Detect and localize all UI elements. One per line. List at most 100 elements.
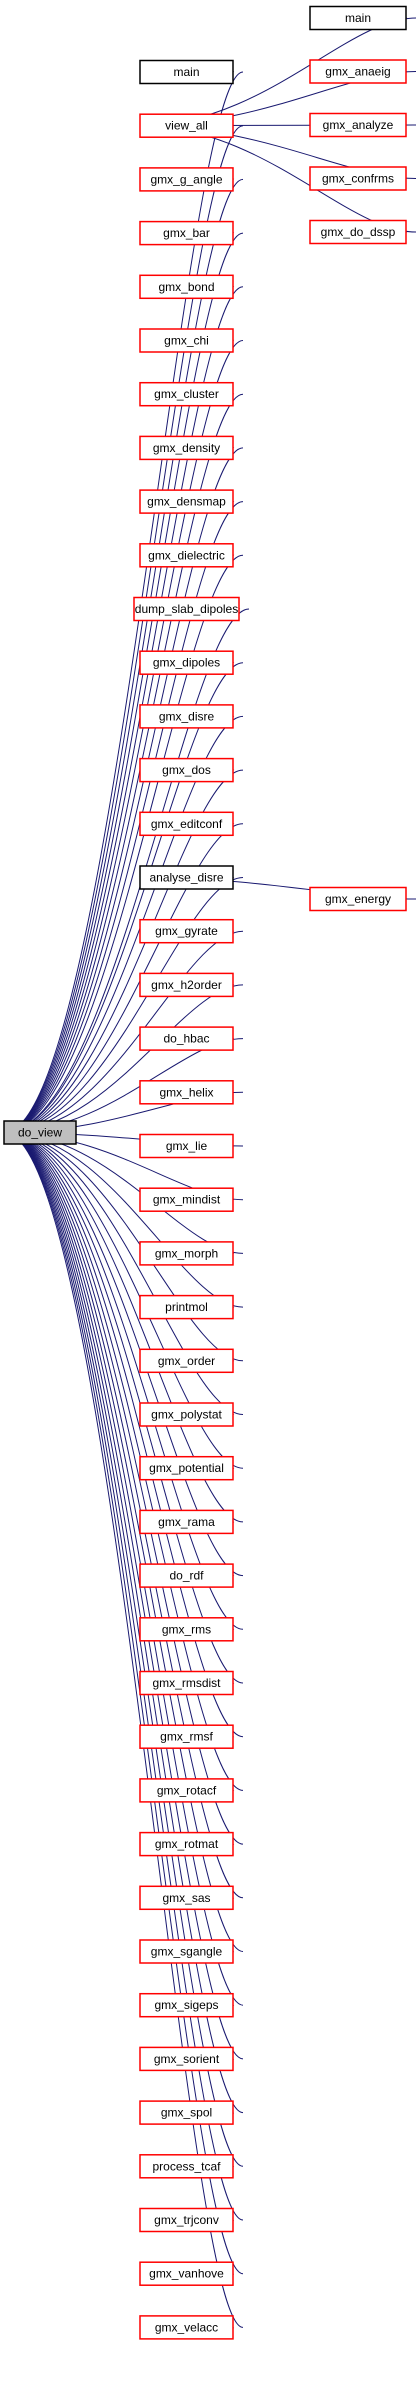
node-box	[139, 2100, 234, 2125]
node-gmx-bar[interactable]: gmx_bar	[139, 220, 234, 246]
node-label: gmx_analyze	[323, 118, 394, 132]
node-gmx-lie[interactable]: gmx_lie	[139, 1133, 234, 1159]
node-box	[3, 1120, 77, 1145]
node-box	[309, 112, 407, 138]
node-gmx-chi[interactable]: gmx_chi	[139, 328, 234, 353]
node-gmx-rmsdist[interactable]: gmx_rmsdist	[139, 1670, 234, 1696]
node-label: dump_slab_dipoles	[135, 602, 238, 616]
node-do-rdf[interactable]: do_rdf	[139, 1563, 234, 1588]
node-label: gmx_rms	[162, 1622, 211, 1636]
node-gmx-velacc[interactable]: gmx_velacc	[139, 2315, 234, 2340]
node-gmx-potential[interactable]: gmx_potential	[139, 1455, 234, 1481]
node-label: gmx_gyrate	[155, 924, 218, 938]
node-do-hbac[interactable]: do_hbac	[139, 1026, 234, 1051]
node-label: gmx_bar	[163, 226, 210, 240]
node-box	[139, 2207, 234, 2233]
node-gmx-dipoles[interactable]: gmx_dipoles	[139, 650, 234, 675]
node-dump-slab-dipoles[interactable]: dump_slab_dipoles	[133, 596, 240, 622]
node-label: gmx_dipoles	[153, 656, 220, 670]
node-gmx-cluster[interactable]: gmx_cluster	[139, 381, 234, 407]
node-label: gmx_rama	[158, 1515, 215, 1529]
node-gmx-disre[interactable]: gmx_disre	[139, 704, 234, 729]
node-label: gmx_rotmat	[155, 1837, 219, 1851]
node-label: gmx_cluster	[154, 387, 219, 401]
node-box	[139, 1348, 234, 1374]
node-main-2[interactable]: main	[309, 5, 407, 31]
node-label: gmx_helix	[159, 1085, 213, 1099]
node-box	[309, 886, 407, 912]
node-gmx-mindist[interactable]: gmx_mindist	[139, 1187, 234, 1212]
node-label: gmx_confrms	[322, 172, 394, 186]
node-box	[139, 1670, 234, 1696]
edges-layer	[3, 13, 416, 2329]
node-box	[139, 811, 234, 837]
node-label: gmx_disre	[159, 709, 215, 723]
node-gmx-rama[interactable]: gmx_rama	[139, 1509, 234, 1535]
node-gmx-h2order[interactable]: gmx_h2order	[139, 972, 234, 998]
node-gmx-do-dssp[interactable]: gmx_do_dssp	[309, 219, 407, 245]
node-gmx-densmap[interactable]: gmx_densmap	[139, 489, 234, 514]
node-box	[309, 219, 407, 245]
node-view-all[interactable]: view_all	[139, 113, 234, 138]
node-gmx-helix[interactable]: gmx_helix	[139, 1080, 234, 1105]
node-label: do_hbac	[163, 1032, 209, 1046]
node-label: analyse_disre	[149, 871, 223, 885]
node-box	[139, 1992, 234, 2018]
node-box	[139, 2046, 234, 2072]
node-gmx-confrms[interactable]: gmx_confrms	[309, 166, 407, 191]
node-analyse-disre[interactable]: analyse_disre	[139, 865, 234, 890]
node-box	[139, 328, 234, 353]
node-box	[139, 1294, 234, 1320]
node-gmx-vanhove[interactable]: gmx_vanhove	[139, 2261, 234, 2286]
node-label: gmx_rotacf	[157, 1783, 217, 1797]
node-gmx-dielectric[interactable]: gmx_dielectric	[139, 543, 234, 568]
node-process-tcaf[interactable]: process_tcaf	[139, 2154, 234, 2179]
node-box	[139, 1080, 234, 1105]
node-box	[309, 5, 407, 31]
node-gmx-gyrate[interactable]: gmx_gyrate	[139, 918, 234, 944]
node-gmx-density[interactable]: gmx_density	[139, 435, 234, 461]
node-gmx-rotacf[interactable]: gmx_rotacf	[139, 1778, 234, 1803]
node-label: gmx_rmsdist	[152, 1676, 221, 1690]
node-box	[139, 543, 234, 568]
node-gmx-sas[interactable]: gmx_sas	[139, 1885, 234, 1911]
node-gmx-rms[interactable]: gmx_rms	[139, 1617, 234, 1642]
node-do-view[interactable]: do_view	[3, 1120, 77, 1145]
node-gmx-polystat[interactable]: gmx_polystat	[139, 1402, 234, 1427]
node-label: gmx_energy	[325, 892, 391, 906]
node-gmx-rotmat[interactable]: gmx_rotmat	[139, 1831, 234, 1857]
node-gmx-energy[interactable]: gmx_energy	[309, 886, 407, 912]
node-label: gmx_editconf	[151, 817, 223, 831]
node-main-1[interactable]: main	[139, 59, 234, 85]
node-label: gmx_dielectric	[148, 548, 225, 562]
gmx-density-edge	[3, 447, 244, 1133]
node-printmol[interactable]: printmol	[139, 1294, 234, 1320]
node-gmx-trjconv[interactable]: gmx_trjconv	[139, 2207, 234, 2233]
node-label: gmx_sigeps	[154, 1998, 218, 2012]
node-gmx-dos[interactable]: gmx_dos	[139, 757, 234, 783]
node-gmx-analyze[interactable]: gmx_analyze	[309, 112, 407, 138]
node-gmx-spol[interactable]: gmx_spol	[139, 2100, 234, 2125]
node-box	[139, 757, 234, 783]
node-box	[139, 113, 234, 138]
node-box	[139, 972, 234, 998]
node-gmx-g-angle[interactable]: gmx_g_angle	[139, 167, 234, 192]
node-gmx-sgangle[interactable]: gmx_sgangle	[139, 1939, 234, 1964]
node-gmx-morph[interactable]: gmx_morph	[139, 1241, 234, 1266]
node-box	[139, 59, 234, 85]
node-box	[139, 650, 234, 675]
node-label: gmx_velacc	[155, 2320, 218, 2334]
node-label: gmx_density	[153, 441, 220, 455]
node-box	[139, 220, 234, 246]
analyse-disre-edge	[3, 877, 244, 1133]
gmx-polystat-edge	[3, 1132, 244, 1415]
node-label: gmx_g_angle	[150, 172, 222, 186]
node-box	[139, 704, 234, 729]
node-gmx-sigeps[interactable]: gmx_sigeps	[139, 1992, 234, 2018]
node-gmx-bond[interactable]: gmx_bond	[139, 274, 234, 300]
node-gmx-order[interactable]: gmx_order	[139, 1348, 234, 1374]
node-gmx-rmsf[interactable]: gmx_rmsf	[139, 1724, 234, 1749]
node-gmx-editconf[interactable]: gmx_editconf	[139, 811, 234, 837]
node-gmx-anaeig[interactable]: gmx_anaeig	[309, 59, 407, 84]
node-gmx-sorient[interactable]: gmx_sorient	[139, 2046, 234, 2072]
